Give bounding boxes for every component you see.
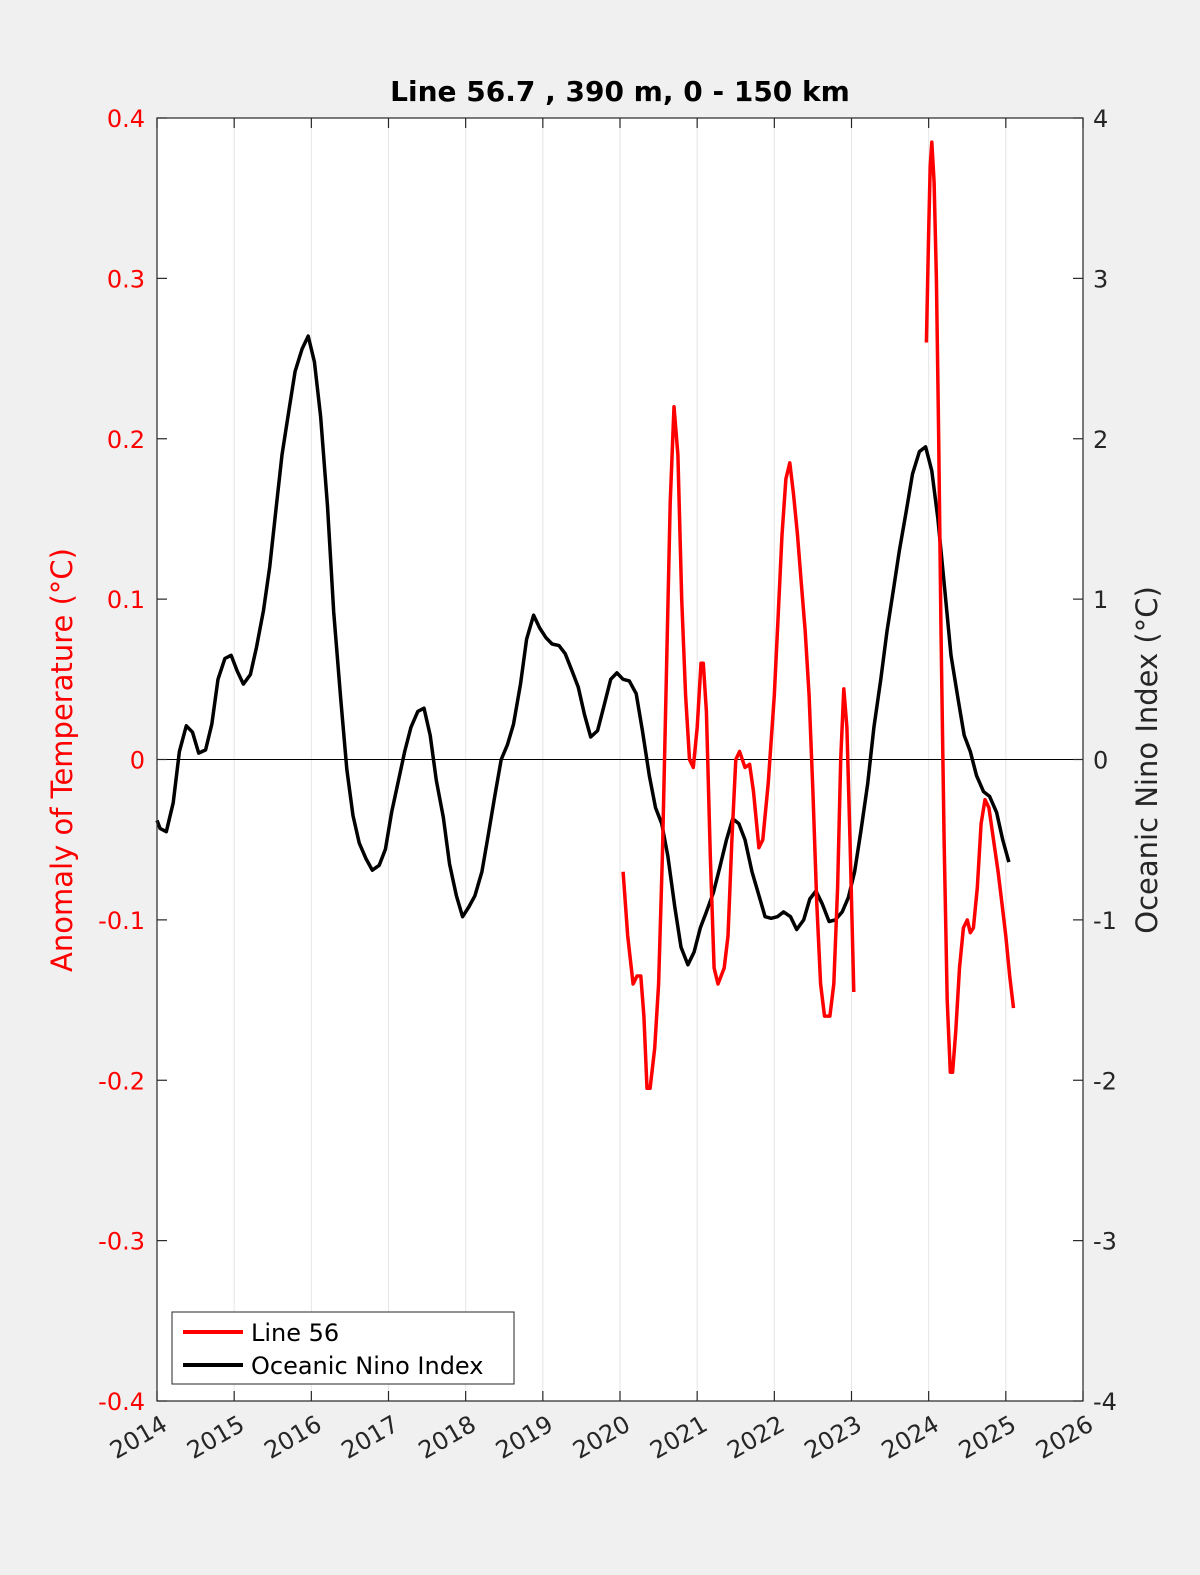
y-left-tick-label: 0.4 [107, 105, 145, 133]
x-tick-label: 2021 [645, 1410, 712, 1465]
series-line-line56-segment-2 [924, 140, 1016, 1074]
x-tick-label: 2018 [414, 1410, 481, 1465]
legend: Line 56 Oceanic Nino Index [171, 1311, 515, 1385]
y-right-tick-label: -1 [1093, 907, 1117, 935]
y-axis-right: -4 -3 -2 -1 0 1 2 3 4 [1073, 105, 1117, 1416]
y-axis-left-label: Anomaly of Temperature (°C) [45, 548, 79, 972]
y-left-tick-label: 0.3 [107, 265, 145, 293]
y-right-tick-label: 0 [1093, 747, 1108, 775]
x-tick-label: 2016 [259, 1410, 326, 1465]
y-left-tick-label: 0.1 [107, 586, 145, 614]
x-tick-label: 2022 [722, 1410, 789, 1465]
x-tick-label: 2020 [568, 1410, 635, 1465]
y-right-tick-label: -4 [1093, 1388, 1117, 1416]
y-axis-right-label: Oceanic Nino Index (°C) [1130, 586, 1164, 934]
y-right-tick-label: 1 [1093, 586, 1108, 614]
legend-box [171, 1311, 515, 1385]
legend-label-line56: Line 56 [251, 1319, 339, 1347]
y-left-tick-label: 0 [130, 747, 145, 775]
x-tick-label: 2015 [182, 1410, 249, 1465]
y-left-tick-label: -0.2 [98, 1067, 145, 1095]
legend-label-oni: Oceanic Nino Index [251, 1352, 483, 1380]
y-right-tick-label: 4 [1093, 105, 1108, 133]
x-tick-label: 2024 [877, 1410, 944, 1465]
y-left-tick-label: 0.2 [107, 426, 145, 454]
y-right-tick-label: 2 [1093, 426, 1108, 454]
y-left-tick-label: -0.4 [98, 1388, 145, 1416]
x-tick-label: 2025 [954, 1410, 1021, 1465]
series-layer [155, 140, 1016, 1091]
x-tick-label: 2017 [337, 1410, 404, 1465]
chart-title: Line 56.7 , 390 m, 0 - 150 km [390, 75, 850, 108]
series-line-line56-segment-1 [621, 404, 856, 1091]
x-tick-label: 2023 [800, 1410, 867, 1465]
series-line-oceanic-nino-index [155, 334, 1011, 967]
x-tick-label: 2014 [105, 1410, 172, 1465]
x-tick-label: 2019 [491, 1410, 558, 1465]
y-left-tick-label: -0.1 [98, 907, 145, 935]
y-right-tick-label: -2 [1093, 1067, 1117, 1095]
y-right-tick-label: 3 [1093, 265, 1108, 293]
y-left-tick-label: -0.3 [98, 1228, 145, 1256]
x-tick-label: 2026 [1031, 1410, 1098, 1465]
y-right-tick-label: -3 [1093, 1228, 1117, 1256]
y-axis-left: -0.4 -0.3 -0.2 -0.1 0 0.1 0.2 0.3 0.4 [98, 105, 167, 1416]
